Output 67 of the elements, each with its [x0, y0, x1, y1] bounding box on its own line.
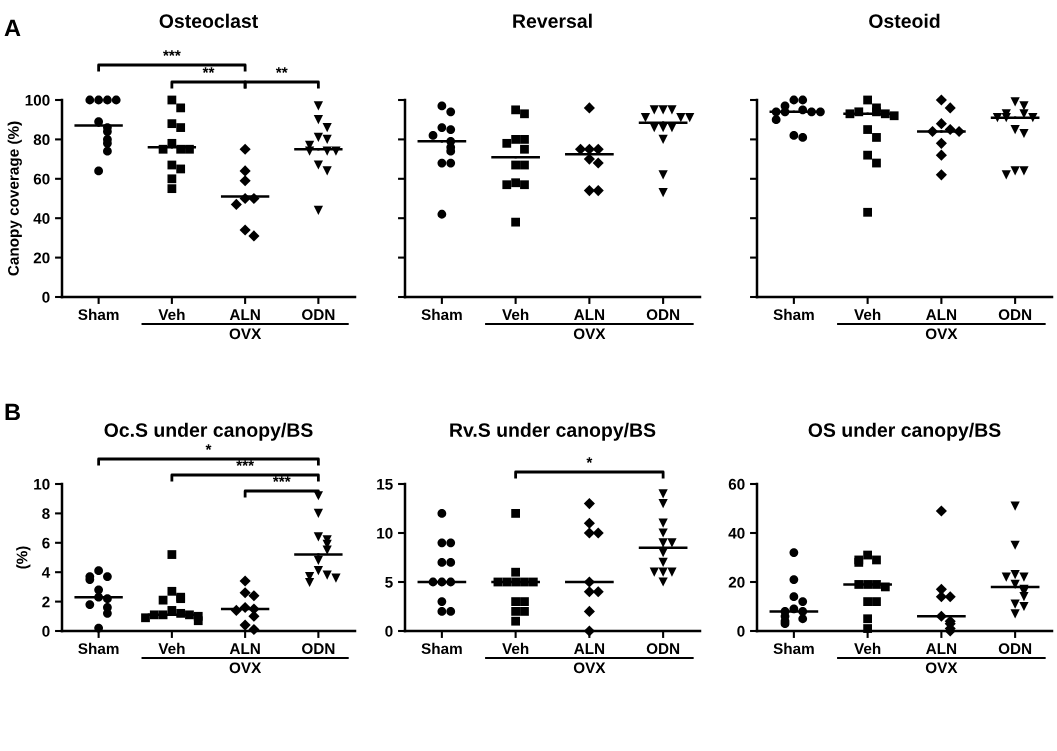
x-tick-label: Veh: [854, 642, 881, 655]
y-tick-label: 4: [41, 567, 51, 578]
y-tick-label: 60: [33, 173, 50, 185]
y-tick-label: 40: [33, 213, 50, 224]
text: *: [586, 457, 593, 463]
y-tick-label: 15: [377, 479, 393, 490]
text: ***: [236, 460, 255, 466]
x-tick-label: ODN: [998, 643, 1032, 655]
text: *: [205, 444, 212, 450]
y-axis-title: (%): [16, 546, 31, 569]
chart-title: OS under canopy/BS: [808, 422, 1001, 441]
text: OVX: [573, 662, 606, 674]
x-tick-label: ODN: [646, 309, 680, 321]
x-tick-label: Veh: [502, 308, 529, 321]
y-tick-label: 100: [25, 94, 50, 106]
x-tick-label: ODN: [302, 643, 335, 655]
x-tick-label: ALN: [926, 309, 957, 320]
y-tick-label: 6: [42, 537, 50, 549]
text: OVX: [229, 328, 262, 340]
text: OVX: [573, 328, 606, 340]
text: ***: [163, 50, 181, 56]
chart-title: Rv.S under canopy/BS: [450, 422, 656, 441]
x-tick-label: Sham: [421, 308, 462, 321]
text: OVX: [229, 662, 262, 674]
x-tick-label: Sham: [421, 642, 462, 655]
y-tick-label: 80: [33, 134, 50, 146]
y-tick-label: 10: [377, 527, 393, 539]
y-tick-label: 10: [34, 478, 50, 490]
x-tick-label: Veh: [158, 308, 185, 321]
x-tick-label: Sham: [773, 308, 814, 321]
x-tick-label: ALN: [574, 309, 605, 320]
y-tick-label: 8: [42, 508, 50, 520]
y-tick-label: 5: [385, 577, 393, 588]
y-tick-label: 40: [728, 527, 745, 539]
y-tick-label: 0: [42, 625, 50, 637]
y-tick-label: 20: [33, 252, 50, 264]
x-tick-label: ODN: [998, 309, 1032, 321]
x-tick-label: Sham: [78, 642, 119, 655]
y-tick-label: 2: [42, 596, 50, 608]
y-tick-label: 20: [728, 576, 745, 588]
chart-title: Osteoclast: [159, 13, 258, 28]
chart-title: Oc.S under canopy/BS: [104, 422, 313, 441]
y-axis-title: Canopy coverage (%): [7, 121, 22, 276]
text: OVX: [925, 662, 958, 674]
chart-title: Reversal: [513, 13, 592, 28]
x-tick-label: ODN: [302, 309, 335, 321]
text: ***: [272, 476, 291, 482]
x-tick-label: Veh: [158, 642, 185, 655]
x-tick-label: Veh: [502, 642, 529, 655]
x-tick-label: Sham: [78, 308, 119, 321]
y-tick-label: 0: [385, 625, 393, 637]
x-tick-label: Veh: [854, 308, 881, 321]
y-tick-label: 0: [737, 625, 745, 637]
x-tick-label: ALN: [229, 643, 260, 654]
x-tick-label: ODN: [646, 643, 680, 655]
y-tick-label: 60: [728, 478, 745, 490]
x-tick-label: ALN: [574, 643, 605, 654]
x-tick-label: ALN: [229, 309, 260, 320]
chart-title: Osteoid: [869, 13, 940, 28]
y-tick-label: 0: [42, 291, 50, 303]
text: **: [202, 67, 215, 73]
x-tick-label: ALN: [926, 643, 957, 654]
x-tick-label: Sham: [773, 642, 814, 655]
text: B: [5, 403, 20, 421]
text: OVX: [925, 328, 958, 340]
text: A: [4, 19, 21, 37]
text: **: [275, 67, 288, 73]
